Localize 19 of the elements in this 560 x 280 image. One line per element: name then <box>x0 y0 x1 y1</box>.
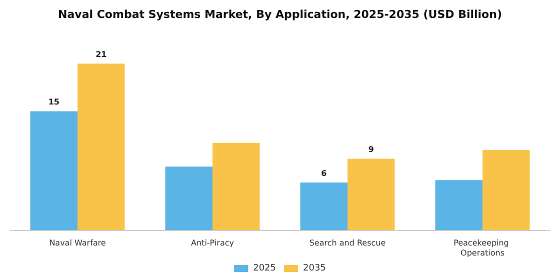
bar <box>30 111 78 230</box>
x-tick-label: Anti-Piracy <box>191 238 234 248</box>
bar <box>165 166 212 230</box>
data-label: 21 <box>96 50 108 60</box>
bar <box>212 142 260 230</box>
x-tick-label: Peacekeeping Operations <box>454 238 512 258</box>
legend-label: 2035 <box>303 264 326 274</box>
data-label: 9 <box>368 145 374 154</box>
x-tick-label: Naval Warfare <box>49 238 106 248</box>
bar <box>348 158 395 230</box>
data-label: 6 <box>321 168 328 178</box>
legend-label: 2025 <box>253 264 276 274</box>
bar <box>300 182 348 230</box>
bar <box>435 180 482 230</box>
x-tick-label: Search and Rescue <box>309 238 386 248</box>
data-label: 15 <box>48 98 60 107</box>
bar <box>78 64 125 230</box>
bar <box>482 150 530 230</box>
chart-title: Naval Combat Systems Market, By Application, 2025-2035 (USD Billion) <box>58 8 502 21</box>
